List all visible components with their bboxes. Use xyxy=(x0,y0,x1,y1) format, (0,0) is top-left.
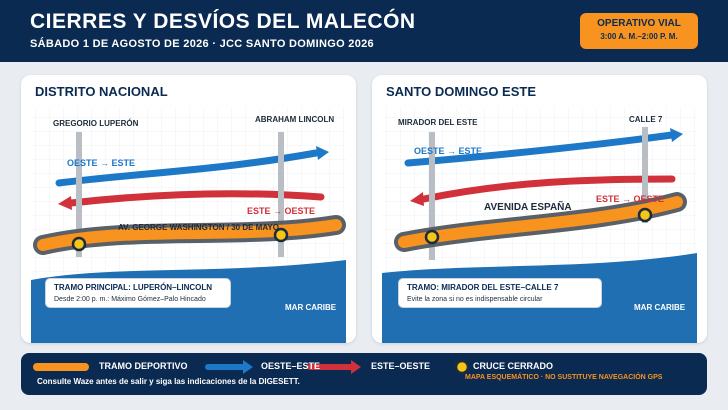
panel-title: DISTRITO NACIONAL xyxy=(35,84,168,99)
sea-label: MAR CARIBE xyxy=(634,303,686,312)
east-west-route-swatch xyxy=(307,364,353,370)
closed-crossing-icon xyxy=(273,227,289,243)
closed-crossing-icon xyxy=(424,229,440,245)
legend-sport: TRAMO DEPORTIVO xyxy=(99,361,188,371)
west-east-label: OESTE → ESTE xyxy=(67,158,136,168)
info-title: TRAMO PRINCIPAL: LUPERÓN–LINCOLN xyxy=(54,283,213,292)
info-subtitle: Evite la zona si no es indispensable cir… xyxy=(407,296,543,303)
legend-bar: TRAMO DEPORTIVO OESTE–ESTE ESTE–OESTE CR… xyxy=(21,353,707,395)
page-title: CIERRES Y DESVÍOS DEL MALECÓN xyxy=(30,10,416,33)
west-east-route-swatch xyxy=(205,364,245,370)
operativo-badge: OPERATIVO VIAL 3:00 A. M.–2:00 P. M. xyxy=(580,13,698,49)
cross-street-2-line xyxy=(642,127,648,223)
cross-street-2-label: ABRAHAM LINCOLN xyxy=(255,115,335,124)
info-title: TRAMO: MIRADOR DEL ESTE–CALLE 7 xyxy=(407,283,559,292)
badge-hours: 3:00 A. M.–2:00 P. M. xyxy=(600,32,678,41)
legend-closed: CRUCE CERRADO xyxy=(473,361,554,371)
east-west-label: ESTE → OESTE xyxy=(247,206,316,216)
arrow-right-icon xyxy=(316,146,329,160)
legend-west-east: OESTE–ESTE xyxy=(261,361,321,371)
legend-disclaimer: MAPA ESQUEMÁTICO · NO SUSTITUYE NAVEGACI… xyxy=(465,374,663,381)
east-west-route xyxy=(67,190,325,207)
arrow-right-icon xyxy=(351,360,361,374)
closed-crossing-icon xyxy=(454,359,470,375)
east-west-label: ESTE → OESTE xyxy=(596,194,665,204)
cross-street-2-label: CALLE 7 xyxy=(629,115,663,124)
east-west-route xyxy=(420,175,676,203)
closed-crossing-icon xyxy=(71,236,87,252)
closed-crossing-icon xyxy=(637,207,653,223)
arrow-right-icon xyxy=(243,360,253,374)
road-label: AVENIDA ESPAÑA xyxy=(484,202,572,213)
panel-santo-domingo-este: SANTO DOMINGO ESTE MIRADOR DEL ESTE CALL… xyxy=(372,75,707,343)
arrow-left-icon xyxy=(410,192,424,206)
road-label: AV. GEORGE WASHINGTON / 30 DE MAYO xyxy=(118,223,279,232)
sea-label: MAR CARIBE xyxy=(285,303,337,312)
page-subtitle: SÁBADO 1 DE AGOSTO DE 2026 · JCC SANTO D… xyxy=(30,38,374,50)
cross-street-2-line xyxy=(278,132,284,257)
legend-note: Consulte Waze antes de salir y siga las … xyxy=(37,377,300,386)
cross-street-1-label: GREGORIO LUPERÓN xyxy=(53,119,139,128)
sport-route-icon xyxy=(33,363,89,371)
cross-street-1-label: MIRADOR DEL ESTE xyxy=(398,118,478,127)
west-east-route xyxy=(404,131,676,167)
info-box: TRAMO PRINCIPAL: LUPERÓN–LINCOLN Desde 2… xyxy=(45,278,231,308)
badge-title: OPERATIVO VIAL xyxy=(597,18,681,29)
info-box: TRAMO: MIRADOR DEL ESTE–CALLE 7 Evite la… xyxy=(398,278,602,308)
cross-street-1-line xyxy=(429,132,435,260)
legend-east-west: ESTE–OESTE xyxy=(371,361,431,371)
west-east-label: OESTE → ESTE xyxy=(414,146,483,156)
panel-distrito-nacional: DISTRITO NACIONAL GREGORIO LUPERÓN ABRAH… xyxy=(21,75,356,343)
header-banner: CIERRES Y DESVÍOS DEL MALECÓN SÁBADO 1 D… xyxy=(0,0,728,62)
arrow-right-icon xyxy=(670,128,683,142)
panel-title: SANTO DOMINGO ESTE xyxy=(386,84,536,99)
cross-street-1-line xyxy=(76,132,82,257)
arrow-left-icon xyxy=(58,196,72,210)
info-subtitle: Desde 2:00 p. m.: Máximo Gómez–Palo Hinc… xyxy=(54,296,206,303)
legend-symbols xyxy=(33,359,470,375)
